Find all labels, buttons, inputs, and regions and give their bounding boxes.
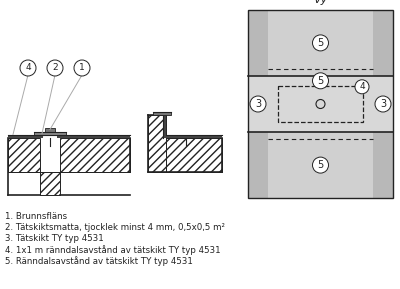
Circle shape <box>74 60 90 76</box>
Text: 4: 4 <box>25 64 31 73</box>
Circle shape <box>375 96 391 112</box>
Text: 3: 3 <box>380 99 386 109</box>
Bar <box>162 115 166 138</box>
Text: 5: 5 <box>317 38 324 48</box>
Text: Vy: Vy <box>313 0 328 5</box>
Bar <box>40 172 60 195</box>
Circle shape <box>20 60 36 76</box>
Bar <box>166 134 222 138</box>
Bar <box>45 127 55 131</box>
Circle shape <box>312 157 328 173</box>
Text: 3. Tätskikt TY typ 4531: 3. Tätskikt TY typ 4531 <box>5 234 104 243</box>
Bar <box>34 131 66 134</box>
Bar <box>248 76 393 132</box>
Bar <box>8 134 43 138</box>
Bar <box>248 10 268 198</box>
Bar <box>278 86 363 122</box>
Circle shape <box>47 60 63 76</box>
Text: 4. 1x1 m ränndalsavstånd av tätskikt TY typ 4531: 4. 1x1 m ränndalsavstånd av tätskikt TY … <box>5 245 221 255</box>
Bar <box>166 138 222 172</box>
Text: 1: 1 <box>79 64 85 73</box>
Text: 4: 4 <box>359 82 365 91</box>
Text: 3: 3 <box>255 99 261 109</box>
Bar <box>248 10 393 198</box>
Bar <box>57 134 130 138</box>
Circle shape <box>355 80 369 94</box>
Bar <box>373 10 393 198</box>
Text: 2. Tätskiktsmatta, tjocklek minst 4 mm, 0,5x0,5 m²: 2. Tätskiktsmatta, tjocklek minst 4 mm, … <box>5 223 225 232</box>
Text: 5: 5 <box>317 76 324 86</box>
Circle shape <box>312 73 328 89</box>
Bar <box>248 10 393 198</box>
Bar <box>60 138 130 172</box>
Circle shape <box>312 35 328 51</box>
Bar <box>8 138 40 172</box>
Text: 1. Brunnsfläns: 1. Brunnsfläns <box>5 212 67 221</box>
Bar <box>148 115 166 172</box>
Text: 2: 2 <box>52 64 58 73</box>
Bar <box>152 112 171 115</box>
Text: 5. Ränndalsavstånd av tätskikt TY typ 4531: 5. Ränndalsavstånd av tätskikt TY typ 45… <box>5 256 193 266</box>
Text: 5: 5 <box>317 160 324 170</box>
Circle shape <box>250 96 266 112</box>
